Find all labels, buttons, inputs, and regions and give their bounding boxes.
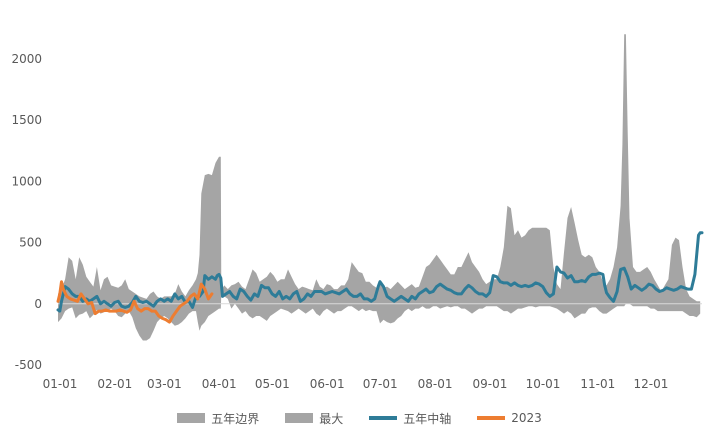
x-tick-label: 12-01	[633, 377, 668, 391]
legend-item: 五年中轴	[369, 410, 451, 427]
y-tick-label: 0	[34, 297, 42, 311]
y-tick-label: 500	[19, 236, 42, 250]
y-tick-label: -500	[15, 358, 42, 372]
legend-label: 最大	[319, 411, 344, 426]
legend-swatch	[369, 416, 398, 420]
legend-item: 五年边界	[177, 410, 259, 427]
x-tick-label: 10-01	[526, 377, 561, 391]
y-tick-label: 2000	[11, 52, 42, 66]
legend-swatch	[285, 413, 314, 423]
legend: 五年边界 最大 五年中轴 2023	[0, 406, 719, 430]
legend-swatch	[477, 416, 506, 420]
x-tick-label: 06-01	[310, 377, 345, 391]
x-tick-label: 11-01	[580, 377, 615, 391]
legend-label: 五年中轴	[403, 411, 452, 426]
x-tick-label: 04-01	[202, 377, 237, 391]
line-layer	[56, 231, 704, 324]
series-line-3	[56, 280, 214, 324]
x-tick-label: 01-01	[43, 377, 78, 391]
band-layer	[58, 34, 701, 341]
y-axis-ticks: -500 0 500 1000 1500 2000	[11, 52, 42, 372]
x-axis-ticks: 01-01 02-01 03-01 04-01 05-01 06-01 07-01 08-01…	[43, 377, 669, 391]
x-tick-label: 08-01	[418, 377, 453, 391]
legend-label: 2023	[511, 411, 542, 425]
x-tick-label: 05-01	[255, 377, 290, 391]
legend-item: 2023	[477, 411, 542, 425]
legend-label: 五年边界	[211, 411, 260, 426]
x-tick-label: 02-01	[97, 377, 132, 391]
x-tick-label: 03-01	[147, 377, 182, 391]
y-tick-label: 1000	[11, 174, 42, 188]
series-band-0	[58, 34, 701, 341]
legend-item: 最大	[285, 410, 343, 427]
x-tick-label: 07-01	[363, 377, 398, 391]
y-tick-label: 1500	[11, 113, 42, 127]
series-line-2	[56, 231, 704, 313]
legend-swatch	[177, 413, 206, 423]
x-tick-label: 09-01	[472, 377, 507, 391]
